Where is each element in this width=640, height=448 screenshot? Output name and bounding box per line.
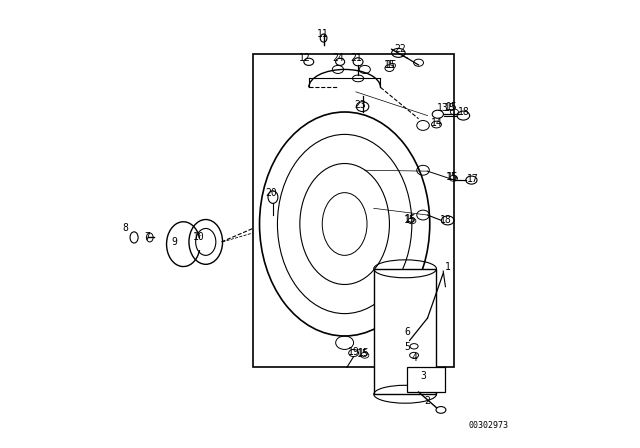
- Text: 21: 21: [350, 53, 362, 63]
- Text: 12: 12: [298, 53, 310, 63]
- Text: 15: 15: [444, 103, 456, 112]
- Bar: [253, 54, 454, 367]
- Text: 15: 15: [386, 60, 397, 70]
- Text: 17: 17: [467, 174, 478, 184]
- Text: 11: 11: [316, 29, 328, 39]
- Text: 20: 20: [265, 188, 276, 198]
- Text: 19: 19: [348, 347, 360, 357]
- Text: 9: 9: [172, 237, 177, 247]
- Text: 1: 1: [445, 262, 451, 271]
- Text: 15: 15: [356, 349, 369, 359]
- Text: 00302973: 00302973: [468, 421, 508, 430]
- Text: 3: 3: [420, 371, 426, 381]
- Text: 8: 8: [122, 224, 128, 233]
- Text: 5: 5: [404, 342, 410, 352]
- Text: 15: 15: [447, 172, 459, 182]
- Text: 13: 13: [437, 103, 449, 112]
- Bar: [407, 367, 445, 392]
- Text: 15: 15: [384, 60, 396, 70]
- Text: 4: 4: [411, 353, 417, 363]
- Text: 7: 7: [145, 233, 150, 242]
- Text: 22: 22: [395, 44, 406, 54]
- Bar: [374, 269, 436, 394]
- Text: 10: 10: [193, 233, 205, 242]
- Text: 15: 15: [446, 172, 458, 182]
- Text: 15: 15: [358, 348, 369, 358]
- Text: 6: 6: [404, 327, 410, 336]
- Text: 23: 23: [355, 100, 366, 110]
- Text: 18: 18: [458, 107, 469, 117]
- Text: 14: 14: [431, 118, 442, 128]
- Text: 2: 2: [424, 396, 431, 406]
- Text: 15: 15: [404, 215, 415, 224]
- Text: 15: 15: [446, 102, 458, 112]
- Text: 18: 18: [440, 215, 451, 224]
- Text: 15: 15: [405, 214, 417, 224]
- Text: 24: 24: [332, 53, 344, 63]
